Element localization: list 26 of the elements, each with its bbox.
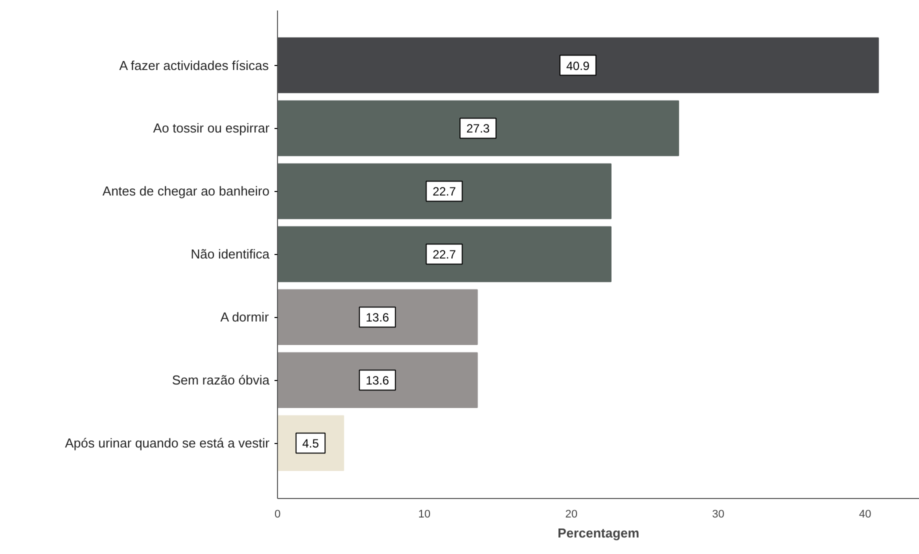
y-tick-label: Após urinar quando se está a vestir bbox=[64, 436, 270, 451]
bar bbox=[278, 226, 612, 282]
y-tick-label: A dormir bbox=[220, 310, 270, 325]
data-label: 22.7 bbox=[432, 184, 456, 199]
bar bbox=[278, 289, 478, 346]
bar bbox=[278, 352, 478, 408]
y-tick-label: Antes de chegar ao banheiro bbox=[102, 184, 270, 199]
x-tick-label: 10 bbox=[418, 508, 431, 520]
data-label: 13.6 bbox=[366, 374, 390, 388]
y-tick-label: A fazer actividades físicas bbox=[119, 58, 270, 73]
data-label: 40.9 bbox=[566, 58, 590, 73]
data-label: 4.5 bbox=[302, 436, 320, 451]
y-tick-label: Ao tossir ou espirrar bbox=[153, 120, 270, 136]
bar bbox=[278, 163, 612, 220]
x-tick-label: 20 bbox=[565, 508, 578, 520]
x-axis-title: Percentagem bbox=[558, 526, 640, 540]
y-tick-label: Sem razão óbvia bbox=[172, 372, 270, 388]
data-label: 13.6 bbox=[366, 310, 390, 325]
bar bbox=[278, 37, 879, 94]
y-tick-label: Não identifica bbox=[190, 246, 270, 262]
bar bbox=[278, 100, 680, 156]
x-tick-label: 40 bbox=[859, 508, 872, 520]
data-label: 22.7 bbox=[432, 248, 456, 262]
x-tick-label: 0 bbox=[274, 508, 281, 520]
data-label: 27.3 bbox=[466, 122, 490, 136]
x-tick-label: 30 bbox=[712, 508, 724, 520]
